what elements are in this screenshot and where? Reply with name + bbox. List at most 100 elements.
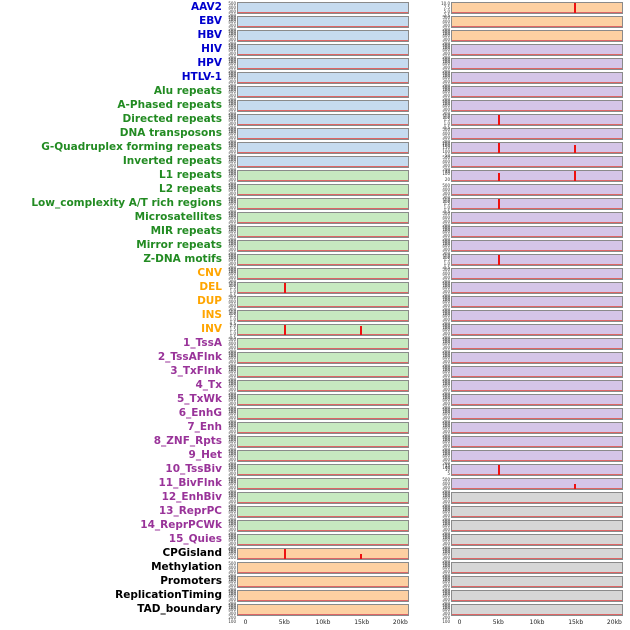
y-tick-label: 400 [228, 411, 236, 416]
y-tick-label: 500 [228, 99, 236, 104]
panel-data-area [247, 521, 400, 531]
y-tick-label: 300 [442, 373, 450, 378]
y-tick-label: 400 [442, 229, 450, 234]
y-tick-label: 500 [228, 407, 236, 412]
y-tick-label: 500 [228, 505, 236, 510]
row-label: 8_ZNF_Rpts [153, 435, 222, 447]
column-spacer [409, 337, 440, 351]
y-axis-ticks: 500 400 300 200 100 [440, 295, 451, 316]
y-tick-label: 300 [228, 205, 236, 210]
y-tick-label: 200 [228, 307, 236, 312]
y-tick-label: 500 [228, 337, 236, 342]
zero-baseline [238, 306, 408, 307]
y-tick-label: 300 [228, 135, 236, 140]
y-tick-label: 300 [228, 79, 236, 84]
y-tick-label: 100 [228, 17, 236, 22]
row-label: L1 repeats [159, 169, 222, 181]
track-panel-left [237, 352, 409, 364]
y-tick-label: 100 [442, 507, 450, 512]
y-tick-label: 100 [228, 157, 236, 162]
track-row: G-Quadruplex forming repeats 500 400 300 200… [0, 141, 630, 162]
y-tick-label: 100 [228, 171, 236, 176]
zero-baseline [452, 180, 622, 181]
y-tick-label: 400 [442, 103, 450, 108]
y-axis-ticks: 500 400 300 200 100 [226, 71, 237, 92]
y-tick-label: 300 [442, 107, 450, 112]
zero-baseline [238, 236, 408, 237]
y-tick-label: 10.0 [441, 1, 450, 6]
track-row: 6_EnhG 500 400 300 200 100 500 400 300 200 100 [0, 407, 630, 428]
y-tick-label: 400 [442, 271, 450, 276]
panel-data-area [247, 73, 400, 83]
zero-baseline [452, 320, 622, 321]
track-panel-left [237, 142, 409, 154]
y-tick-label: 300 [442, 499, 450, 504]
y-tick-label: 400 [442, 453, 450, 458]
y-tick-label: 400 [442, 495, 450, 500]
y-tick-label: 500 [228, 57, 236, 62]
y-tick-label: 300 [442, 569, 450, 574]
zero-baseline [238, 138, 408, 139]
track-panel-left [237, 16, 409, 28]
y-tick-label: 400 [228, 271, 236, 276]
panel-data-area [247, 31, 400, 41]
y-tick-label: 100 [442, 549, 450, 554]
y-tick-label: 200 [228, 363, 236, 368]
panel-data-area [461, 605, 614, 615]
signal-spike [497, 465, 500, 475]
y-axis-ticks: 500 400 300 200 100 [440, 337, 451, 358]
y-tick-label: 400 [228, 47, 236, 52]
y-tick-label: 100 [442, 199, 450, 204]
y-tick-label: 200 [228, 405, 236, 410]
track-panel-right [451, 548, 623, 560]
y-tick-label: 300 [442, 331, 450, 336]
track-panel-left [237, 184, 409, 196]
y-tick-label: 200 [228, 195, 236, 200]
y-tick-label: 100 [228, 31, 236, 36]
zero-baseline [238, 124, 408, 125]
panel-data-area [247, 591, 400, 601]
y-tick-label: 100 [228, 199, 236, 204]
signal-spike [283, 283, 286, 293]
zero-baseline [238, 432, 408, 433]
row-label: AAV2 [191, 1, 222, 13]
y-axis-ticks: 500 400 300 200 100 [440, 561, 451, 582]
y-tick-label: 500 [228, 113, 236, 118]
panel-data-area [247, 507, 400, 517]
y-tick-label: 300 [442, 443, 450, 448]
y-tick-label: 500 [442, 365, 450, 370]
zero-baseline [452, 348, 622, 349]
y-tick-label: 200 [442, 461, 450, 466]
track-panel-right [451, 436, 623, 448]
track-panel-left [237, 296, 409, 308]
y-axis-ticks: 500 400 300 200 100 [440, 15, 451, 36]
y-tick-label: 100 [442, 171, 450, 176]
y-tick-label: 100 [442, 283, 450, 288]
zero-baseline [452, 278, 622, 279]
axis-spacer [409, 617, 451, 630]
y-axis-ticks: 500 400 300 200 100 [226, 267, 237, 288]
row-label: 4_Tx [195, 379, 223, 391]
y-axis-ticks: 500 400 300 200 100 [440, 99, 451, 120]
y-tick-label: 1.0 [229, 317, 236, 322]
y-axis-ticks: 500 400 300 200 100 [226, 183, 237, 204]
row-label: Z-DNA motifs [143, 253, 222, 265]
column-spacer [409, 267, 440, 281]
track-panel-left [237, 590, 409, 602]
panel-data-area [461, 255, 614, 265]
panel-data-area [461, 409, 614, 419]
panel-data-area [247, 339, 400, 349]
y-tick-label: 300 [442, 513, 450, 518]
y-tick-label: 200 [442, 335, 450, 340]
y-tick-label: 400 [228, 355, 236, 360]
panel-data-area [461, 479, 614, 489]
y-tick-label: 500 [228, 295, 236, 300]
x-axis-left: 0 5kb 10kb 15kb 20kb [237, 617, 409, 630]
y-tick-label: 300 [228, 275, 236, 280]
track-row: Alu repeats 500 400 300 200 100 500 400 300 200 10… [0, 85, 630, 106]
y-axis-ticks: 500 400 300 200 100 [440, 309, 451, 330]
y-tick-label: 400 [228, 61, 236, 66]
column-spacer [409, 295, 440, 309]
row-label: MIR repeats [150, 225, 222, 237]
panel-data-area [247, 255, 400, 265]
